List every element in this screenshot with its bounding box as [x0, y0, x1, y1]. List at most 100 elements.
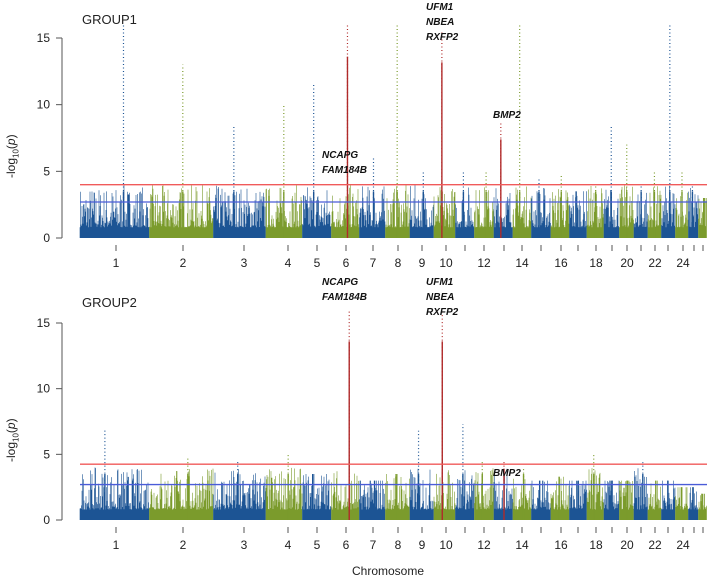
annotation-ncapg-group1: NCAPG FAM184B — [322, 148, 367, 178]
snp-mass-chr9 — [409, 468, 434, 520]
x-tick-label: 24 — [676, 256, 690, 270]
x-tick-label: 10 — [439, 256, 453, 270]
snp-mass-chr12 — [474, 468, 494, 520]
y-tick-label: 10 — [37, 98, 51, 112]
snp-mass-chr14 — [512, 475, 532, 520]
snp-mass-chr15 — [531, 480, 551, 520]
x-tick-label: 4 — [285, 538, 292, 552]
x-tick-label: 5 — [314, 256, 321, 270]
x-tick-label: 3 — [241, 256, 248, 270]
x-tick-label: 14 — [515, 256, 529, 270]
x-tick-label: 6 — [343, 256, 350, 270]
snp-mass-chr26 — [698, 198, 707, 238]
snp-mass-chr16 — [550, 189, 570, 238]
snp-mass-chr7 — [359, 480, 386, 520]
gene-label: BMP2 — [493, 468, 521, 479]
snp-mass-chr3 — [213, 185, 266, 238]
x-tick-label: 7 — [370, 538, 377, 552]
snp-mass-chr9 — [409, 185, 434, 238]
snp-mass-chr19 — [603, 189, 620, 238]
x-axis-label: Chromosome — [352, 564, 425, 578]
x-tick-label: 20 — [620, 538, 634, 552]
y-tick-label: 0 — [43, 231, 50, 245]
gene-label: FAM184B — [322, 165, 368, 176]
snp-mass-chr11 — [455, 470, 475, 520]
snp-mass-chr3 — [213, 469, 266, 520]
snp-mass-chr2 — [149, 185, 214, 238]
snp-mass-chr10 — [433, 470, 456, 520]
snp-mass-chr18 — [586, 468, 604, 520]
snp-mass-chr14 — [512, 186, 532, 238]
annotation-ufm1-group1: UFM1 NBEA RXFP2 — [426, 0, 458, 45]
y-tick-label: 5 — [43, 164, 50, 178]
x-tick-label: 18 — [589, 538, 603, 552]
x-tick-label: 9 — [419, 538, 426, 552]
gene-label: NBEA — [426, 17, 455, 28]
x-tick-label: 2 — [180, 256, 187, 270]
snp-mass-chr5 — [302, 474, 332, 520]
x-tick-label: 16 — [554, 538, 568, 552]
snp-mass-chr22 — [647, 480, 662, 520]
x-tick-label: 22 — [648, 538, 662, 552]
x-tick-label: 20 — [620, 256, 634, 270]
gene-label: NCAPG — [322, 277, 359, 288]
gene-label: NBEA — [426, 292, 455, 303]
snp-mass-chr6 — [331, 185, 360, 238]
x-tick-label: 6 — [343, 538, 350, 552]
x-tick-label: 8 — [395, 538, 402, 552]
snp-mass-chr15 — [531, 188, 551, 238]
snp-mass-chr10 — [433, 187, 456, 238]
gene-label: UFM1 — [426, 277, 454, 288]
snp-mass-chr4 — [265, 467, 303, 520]
snp-mass-chr25 — [688, 188, 699, 238]
gene-label: UFM1 — [426, 2, 454, 13]
snp-mass-chr8 — [385, 474, 410, 520]
x-tick-label: 22 — [648, 256, 662, 270]
y-tick-label: 5 — [43, 447, 50, 461]
snp-mass-chr8 — [385, 184, 410, 238]
x-tick-label: 16 — [554, 256, 568, 270]
x-tick-label: 9 — [419, 256, 426, 270]
snp-mass-chr21 — [633, 468, 648, 520]
y-axis-label-group2: -log10(p) — [4, 418, 21, 462]
snp-mass-chr20 — [619, 185, 634, 238]
x-tick-label: 24 — [676, 538, 690, 552]
snp-mass-chr13 — [493, 188, 513, 238]
y-axis-label-group1: -log10(p) — [4, 134, 21, 178]
x-tick-label: 1 — [113, 538, 120, 552]
annotation-bmp2-group2: BMP2 — [493, 466, 521, 481]
y-tick-label: 15 — [37, 316, 51, 330]
gene-label: NCAPG — [322, 150, 359, 161]
x-tick-label: 2 — [180, 538, 187, 552]
x-tick-label: 12 — [477, 256, 491, 270]
snp-mass-chr5 — [302, 187, 332, 238]
snp-mass-chr7 — [359, 186, 386, 238]
x-tick-label: 3 — [241, 538, 248, 552]
panel-title-group1: GROUP1 — [82, 12, 137, 27]
snp-mass-chr16 — [550, 476, 570, 520]
x-tick-label: 1 — [113, 256, 120, 270]
y-tick-label: 15 — [37, 31, 51, 45]
x-tick-label: 8 — [395, 256, 402, 270]
snp-mass-chr4 — [265, 185, 303, 238]
x-tick-label: 7 — [370, 256, 377, 270]
gene-label: BMP2 — [493, 110, 521, 121]
annotation-ncapg-group2: NCAPG FAM184B — [322, 275, 367, 305]
y-tick-label: 10 — [37, 382, 51, 396]
snp-mass-chr6 — [331, 471, 360, 520]
annotation-ufm1-group2: UFM1 NBEA RXFP2 — [426, 275, 458, 320]
snp-mass-chr17 — [569, 191, 587, 238]
snp-mass-chr1 — [79, 185, 150, 238]
gene-label: RXFP2 — [426, 32, 459, 43]
x-tick-label: 12 — [477, 538, 491, 552]
snp-mass-chr1 — [79, 467, 150, 520]
x-tick-label: 10 — [439, 538, 453, 552]
snp-mass-chr11 — [455, 187, 475, 238]
snp-mass-chr17 — [569, 480, 587, 520]
panel-title-group2: GROUP2 — [82, 295, 137, 310]
x-tick-label: 4 — [285, 256, 292, 270]
y-tick-label: 0 — [43, 513, 50, 527]
snp-mass-chr12 — [474, 187, 494, 238]
snp-mass-chr2 — [149, 468, 214, 520]
